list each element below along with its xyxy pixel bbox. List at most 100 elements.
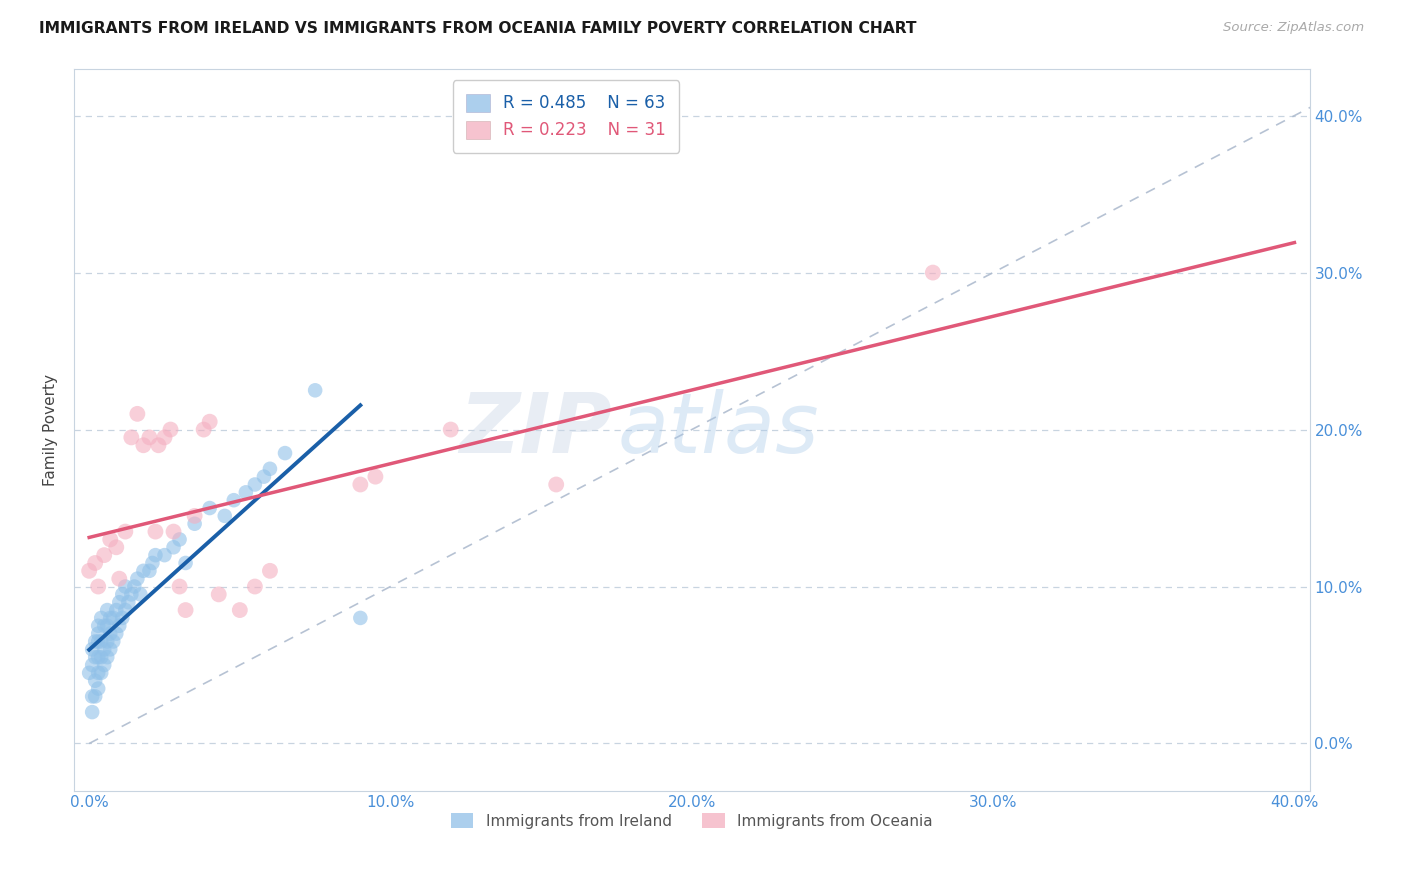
Point <box>243 580 266 594</box>
Point <box>127 407 149 421</box>
Point <box>84 673 107 688</box>
Point <box>96 634 118 648</box>
Point <box>87 580 110 594</box>
Point <box>90 650 112 665</box>
Point <box>145 548 167 562</box>
Point <box>162 541 184 555</box>
Point <box>98 611 121 625</box>
Point <box>82 690 104 704</box>
Point <box>193 423 215 437</box>
Point <box>98 533 121 547</box>
Point <box>183 508 205 523</box>
Point <box>108 572 131 586</box>
Point <box>98 626 121 640</box>
Legend: Immigrants from Ireland, Immigrants from Oceania: Immigrants from Ireland, Immigrants from… <box>444 806 939 835</box>
Point <box>82 705 104 719</box>
Point <box>87 634 110 648</box>
Point <box>93 658 115 673</box>
Point <box>159 423 181 437</box>
Point <box>90 611 112 625</box>
Point <box>259 462 281 476</box>
Point <box>77 665 100 680</box>
Point <box>169 580 191 594</box>
Point <box>162 524 184 539</box>
Point <box>153 430 176 444</box>
Point <box>93 619 115 633</box>
Point <box>87 650 110 665</box>
Point <box>127 572 149 586</box>
Point <box>198 415 221 429</box>
Point <box>138 430 160 444</box>
Point <box>111 611 134 625</box>
Point <box>114 524 136 539</box>
Point <box>120 430 142 444</box>
Point <box>114 603 136 617</box>
Text: atlas: atlas <box>617 389 820 470</box>
Point <box>90 634 112 648</box>
Point <box>214 508 236 523</box>
Point <box>124 580 146 594</box>
Point <box>208 587 231 601</box>
Point <box>229 603 252 617</box>
Point <box>546 477 568 491</box>
Point <box>82 658 104 673</box>
Text: Source: ZipAtlas.com: Source: ZipAtlas.com <box>1223 21 1364 35</box>
Point <box>243 477 266 491</box>
Y-axis label: Family Poverty: Family Poverty <box>44 374 58 485</box>
Point <box>96 603 118 617</box>
Point <box>349 611 371 625</box>
Point <box>259 564 281 578</box>
Point <box>222 493 245 508</box>
Point <box>235 485 257 500</box>
Point <box>921 266 943 280</box>
Point <box>153 548 176 562</box>
Point <box>198 501 221 516</box>
Point <box>105 541 128 555</box>
Point <box>105 603 128 617</box>
Point <box>96 619 118 633</box>
Point <box>77 564 100 578</box>
Point <box>87 665 110 680</box>
Point <box>105 626 128 640</box>
Point <box>132 438 155 452</box>
Point <box>440 423 463 437</box>
Point <box>174 603 197 617</box>
Point <box>117 595 139 609</box>
Point <box>84 556 107 570</box>
Point <box>98 642 121 657</box>
Point <box>87 626 110 640</box>
Point <box>93 642 115 657</box>
Point <box>253 469 276 483</box>
Point <box>108 595 131 609</box>
Text: ZIP: ZIP <box>458 389 612 470</box>
Point <box>174 556 197 570</box>
Point <box>169 533 191 547</box>
Text: IMMIGRANTS FROM IRELAND VS IMMIGRANTS FROM OCEANIA FAMILY POVERTY CORRELATION CH: IMMIGRANTS FROM IRELAND VS IMMIGRANTS FR… <box>39 21 917 37</box>
Point <box>111 587 134 601</box>
Point <box>84 690 107 704</box>
Point <box>90 665 112 680</box>
Point <box>145 524 167 539</box>
Point <box>87 619 110 633</box>
Point <box>183 516 205 531</box>
Point <box>87 681 110 696</box>
Point <box>138 564 160 578</box>
Point <box>148 438 170 452</box>
Point <box>84 634 107 648</box>
Point <box>349 477 371 491</box>
Point <box>103 634 125 648</box>
Point <box>114 580 136 594</box>
Point <box>274 446 297 460</box>
Point <box>132 564 155 578</box>
Point <box>364 469 387 483</box>
Point <box>82 642 104 657</box>
Point <box>84 650 107 665</box>
Point <box>93 548 115 562</box>
Point <box>103 611 125 625</box>
Point <box>129 587 152 601</box>
Point <box>141 556 163 570</box>
Point <box>304 384 326 398</box>
Point <box>108 619 131 633</box>
Point <box>96 650 118 665</box>
Point <box>120 587 142 601</box>
